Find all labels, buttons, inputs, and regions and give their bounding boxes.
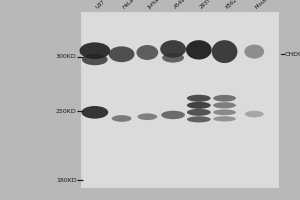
Text: U87: U87: [95, 0, 106, 10]
Ellipse shape: [137, 113, 157, 120]
Ellipse shape: [136, 45, 158, 60]
Ellipse shape: [82, 106, 108, 119]
Ellipse shape: [186, 40, 212, 60]
Ellipse shape: [213, 102, 236, 108]
Text: 180KD: 180KD: [56, 178, 76, 183]
Ellipse shape: [213, 116, 236, 121]
Text: HeLa: HeLa: [122, 0, 135, 10]
Ellipse shape: [109, 46, 134, 62]
Text: A549: A549: [173, 0, 187, 10]
Ellipse shape: [162, 53, 184, 63]
Text: Jurkat: Jurkat: [147, 0, 162, 10]
Ellipse shape: [80, 42, 110, 59]
Ellipse shape: [82, 54, 108, 65]
Ellipse shape: [187, 102, 211, 109]
Ellipse shape: [160, 40, 186, 58]
Ellipse shape: [161, 111, 185, 119]
Ellipse shape: [244, 45, 264, 59]
Text: K562: K562: [224, 0, 238, 10]
Bar: [82, 13, 278, 187]
Text: CHD9: CHD9: [285, 52, 300, 57]
Ellipse shape: [187, 95, 211, 102]
Bar: [81, 12, 279, 188]
Ellipse shape: [212, 40, 237, 63]
Ellipse shape: [213, 95, 236, 102]
Ellipse shape: [213, 109, 236, 115]
Text: Mouse kidney: Mouse kidney: [254, 0, 285, 10]
Text: 300KD: 300KD: [56, 54, 76, 59]
Ellipse shape: [187, 109, 211, 116]
Ellipse shape: [112, 115, 131, 122]
Text: 250KD: 250KD: [56, 109, 76, 114]
Ellipse shape: [187, 116, 211, 122]
Ellipse shape: [245, 111, 264, 117]
Text: 293T: 293T: [199, 0, 212, 10]
